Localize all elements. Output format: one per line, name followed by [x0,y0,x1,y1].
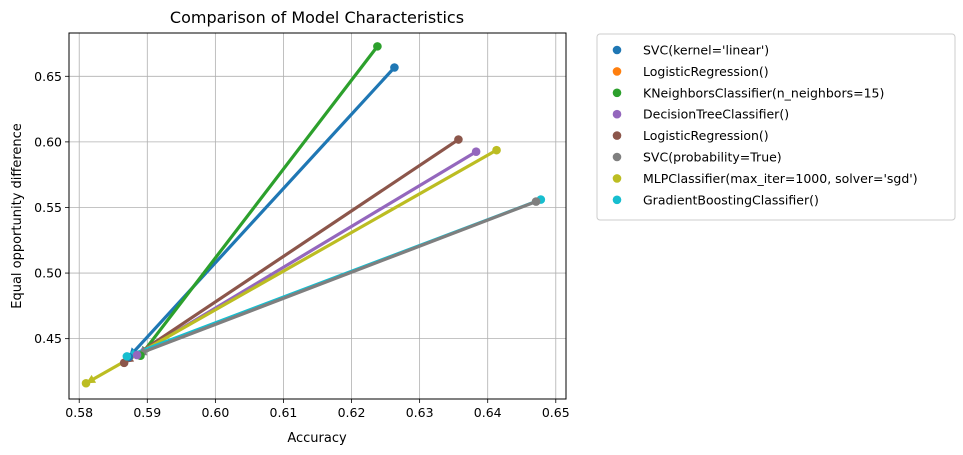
legend: SVC(kernel='linear') LogisticRegression()… [596,33,956,221]
series-line [136,200,537,356]
data-point [454,135,463,144]
plot-frame [68,32,567,400]
legend-label: SVC(probability=True) [643,150,782,165]
plot-marks [81,42,546,388]
x-axis-label: Accuracy [287,431,347,446]
series-line [139,45,379,357]
y-tick-label: 0.45 [34,331,62,346]
legend-label: KNeighborsClassifier(n_neighbors=15) [643,85,884,100]
data-point [119,358,129,368]
series-line [123,138,460,365]
chart-title: Comparison of Model Characteristics [170,8,464,27]
legend-marker [612,195,622,205]
legend-marker [612,174,622,183]
x-tick-label: 0.65 [542,405,570,420]
grid [69,33,566,399]
legend-label: LogisticRegression() [643,128,769,143]
legend-marker [612,88,622,98]
data-point [81,378,91,388]
axis-ticks: 0.58 0.59 0.60 0.61 0.62 0.63 0.64 0.65 0.45 0.50… [34,69,570,420]
x-tick-label: 0.61 [270,405,298,420]
y-axis-label: Equal opportunity difference [10,123,25,309]
data-point [492,145,501,155]
legend-label: SVC(kernel='linear') [643,43,769,58]
data-point [132,350,142,360]
data-point [531,197,541,206]
x-tick-label: 0.59 [133,405,161,420]
legend-marker [612,67,622,76]
legend-label: DecisionTreeClassifier() [643,107,789,122]
legend-marker [612,45,622,55]
x-tick-label: 0.58 [65,405,93,420]
x-tick-label: 0.60 [201,405,229,420]
x-tick-label: 0.62 [338,405,366,420]
data-point [390,63,399,72]
legend-label: GradientBoostingClassifier() [643,192,819,207]
y-tick-label: 0.65 [34,69,62,84]
series-line [127,66,396,359]
legend-marker [612,152,622,162]
legend-marker [612,131,622,140]
y-tick-label: 0.60 [34,134,62,149]
x-tick-label: 0.64 [474,405,502,420]
y-tick-label: 0.55 [34,200,62,215]
data-point [373,42,382,51]
legend-marker [612,109,622,119]
x-tick-label: 0.63 [406,405,434,420]
legend-frame [596,33,956,221]
data-point [122,352,132,361]
legend-label: MLPClassifier(max_iter=1000, solver='sgd… [643,171,918,186]
y-tick-label: 0.50 [34,266,62,281]
legend-label: LogisticRegression() [643,64,769,79]
data-point [471,147,481,157]
